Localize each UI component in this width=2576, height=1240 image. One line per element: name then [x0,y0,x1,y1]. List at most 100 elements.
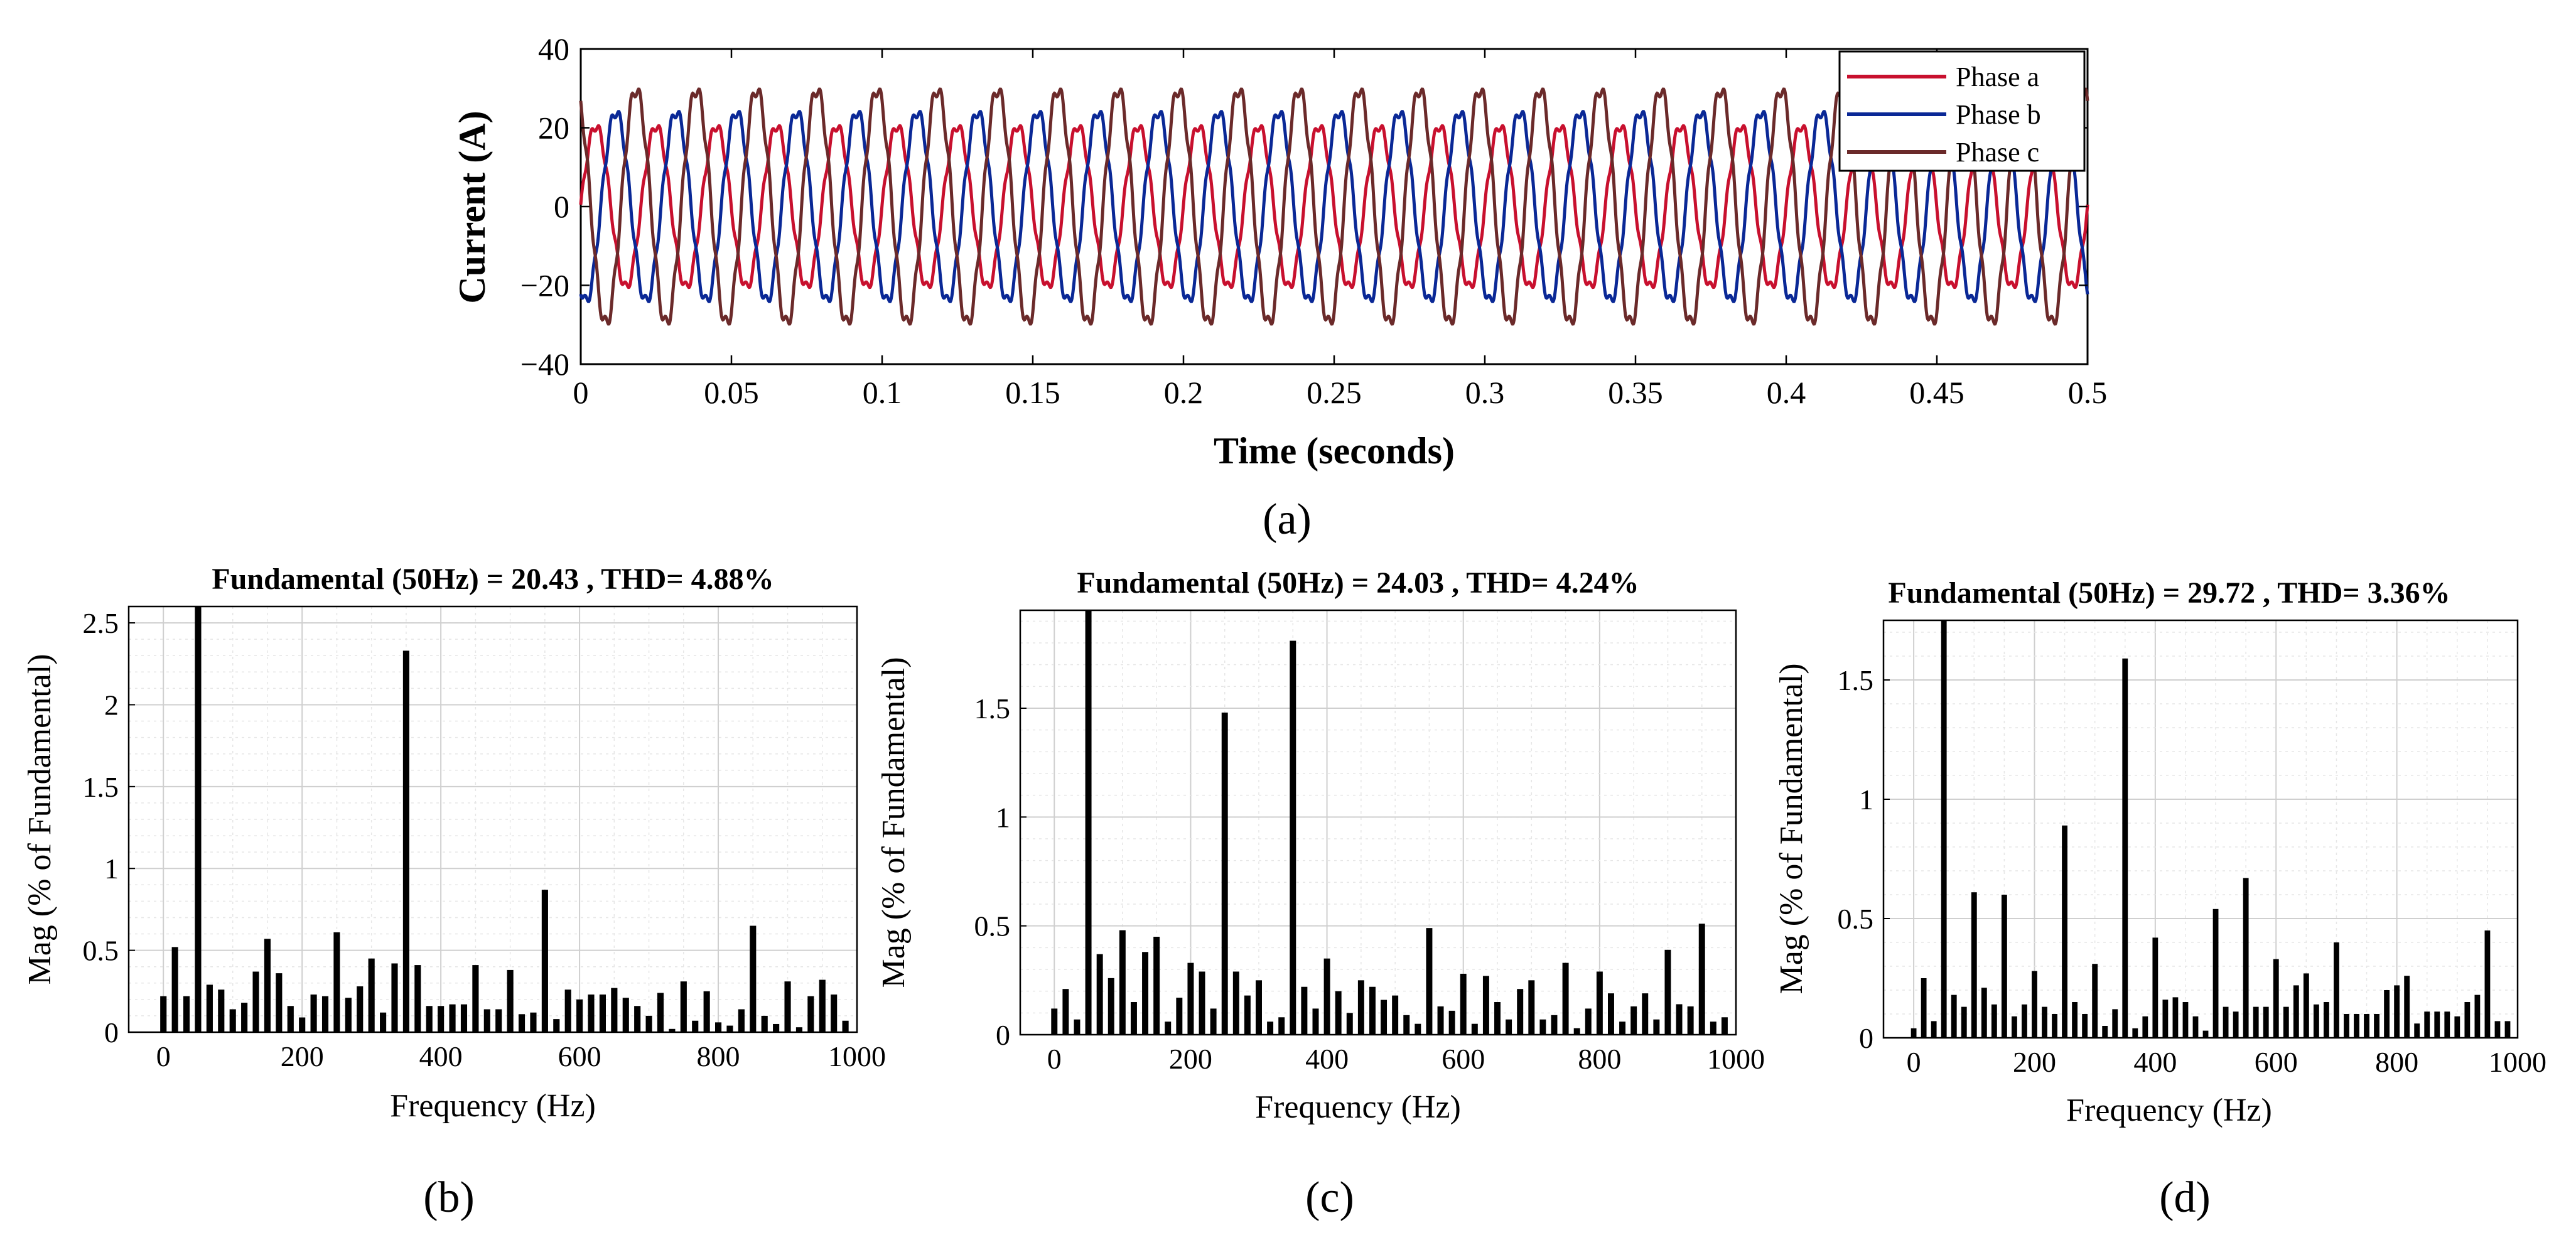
x-tick-label-a: 0.25 [1307,375,1362,410]
harmonic-bar [1482,976,1489,1035]
harmonic-bar [183,996,190,1032]
harmonic-bar [2334,942,2339,1038]
harmonic-bar [1074,1019,1081,1035]
x-tick-label-a: 0.45 [1909,375,1964,410]
x-tick-label-d: 400 [2133,1046,2177,1078]
harmonic-bar [345,998,352,1032]
harmonic-bar [1369,986,1376,1035]
plot-border-b [127,605,858,1033]
harmonic-bar [738,1009,745,1032]
harmonic-bar [1244,995,1251,1035]
harmonic-bar [1596,971,1603,1035]
x-tick-label-d: 1000 [2489,1046,2546,1078]
harmonic-bar [1506,1019,1512,1035]
harmonic-bar [784,981,791,1032]
x-axis-label-c: Frequency (Hz) [1255,1089,1461,1125]
harmonic-bar [2012,1016,2017,1038]
y-ticks-a: −40 −20 0 20 40 [520,31,2088,382]
harmonic-bar [2072,1002,2078,1038]
line-phase-a [579,124,2089,289]
harmonic-bar [518,1014,525,1032]
x-tick-label-c: 800 [1578,1043,1621,1075]
harmonic-bar [807,996,814,1032]
harmonic-bar [2132,1028,2138,1038]
harmonic-bar [1312,1008,1319,1035]
plot-area-c [1020,610,1736,1035]
harmonic-bar [1301,986,1308,1035]
harmonic-bar [1698,924,1705,1035]
harmonic-bar [1142,952,1149,1035]
harmonic-bar [1335,991,1342,1035]
harmonic-bar [1941,620,1947,1038]
harmonic-bar [669,1028,676,1032]
harmonic-bar [1619,1022,1626,1035]
y-tick-label-d: 0.5 [1838,903,1874,935]
y-axis-label-a: Current (A) [451,111,493,303]
harmonic-bar [2092,964,2098,1038]
harmonic-bar [1187,962,1194,1035]
harmonic-bar [1165,1022,1172,1035]
harmonic-bar [206,984,213,1032]
harmonic-bars-c [1051,610,1728,1035]
x-tick-label-a: 0.4 [1767,375,1806,410]
harmonic-bar [1415,1023,1421,1035]
harmonic-bar [2394,985,2400,1038]
harmonic-bar [2243,878,2249,1038]
x-tick-label-d: 600 [2255,1046,2298,1078]
harmonic-bar [333,932,340,1032]
x-tick-label-a: 0.3 [1465,375,1505,410]
harmonic-bar [773,1023,780,1032]
x-tick-label-b: 1000 [828,1040,886,1072]
harmonic-bar [2474,995,2481,1038]
harmonic-bar [310,995,317,1032]
harmonic-bar [1630,1006,1637,1035]
harmonic-bar [391,963,398,1032]
legend: Phase a Phase b Phase c [1838,50,2086,172]
panel-label-c: (c) [1305,1173,1354,1222]
harmonic-bar [276,973,283,1032]
harmonic-bar [2324,1002,2329,1038]
harmonic-bar [1971,892,1977,1038]
harmonic-bar [2142,1016,2148,1038]
line-phase-c [579,87,2089,326]
y-tick-label-c: 1 [996,801,1010,833]
harmonic-bar [1710,1022,1716,1035]
harmonic-bar [2313,1004,2319,1038]
x-tick-label-b: 600 [558,1040,601,1072]
harmonic-bar [2202,1030,2209,1038]
harmonic-bar [2464,1002,2471,1038]
harmonic-bar [460,1004,468,1032]
harmonic-bar [1991,1004,1997,1038]
y-tick-label-b: 0.5 [83,935,119,967]
chart-title-d: Fundamental (50Hz) = 29.72 , THD= 3.36% [1888,576,2450,610]
harmonic-bar [819,979,826,1032]
x-tick-label-c: 400 [1305,1043,1349,1075]
harmonic-bar [1062,989,1069,1035]
harmonic-bar [2444,1011,2450,1038]
harmonic-bar [1267,1022,1274,1035]
harmonic-bars-b [160,607,849,1032]
harmonic-bar [2172,997,2179,1038]
harmonic-bar [692,1020,699,1032]
harmonic-bar [2022,1004,2027,1038]
harmonic-bar [634,1006,641,1032]
harmonic-bar [2434,1011,2440,1038]
harmonic-bar [611,988,618,1032]
harmonic-bar [1437,1006,1444,1035]
harmonic-bar [299,1017,306,1032]
ticks-d: 0 200 400 600 800 1000 0 0.5 1 1.5 [1838,664,2547,1078]
x-tick-label-d: 0 [1907,1046,1921,1078]
harmonic-bar [357,986,364,1032]
harmonic-bar [321,996,329,1032]
harmonic-bar [1381,1000,1388,1035]
harmonic-bar [576,999,583,1032]
harmonic-bar [2112,1009,2118,1038]
x-tick-label-b: 200 [281,1040,324,1072]
harmonic-bar [1357,980,1364,1035]
spectrum-plot-c: 0 200 400 600 800 1000 0 0.5 1 1.5 Fundamental (5… [876,566,1765,1222]
harmonic-bar [2303,973,2309,1038]
harmonic-bar [1323,958,1330,1035]
harmonic-bar [1687,1006,1694,1035]
harmonic-bar [726,1025,733,1032]
harmonic-bar [657,993,664,1032]
